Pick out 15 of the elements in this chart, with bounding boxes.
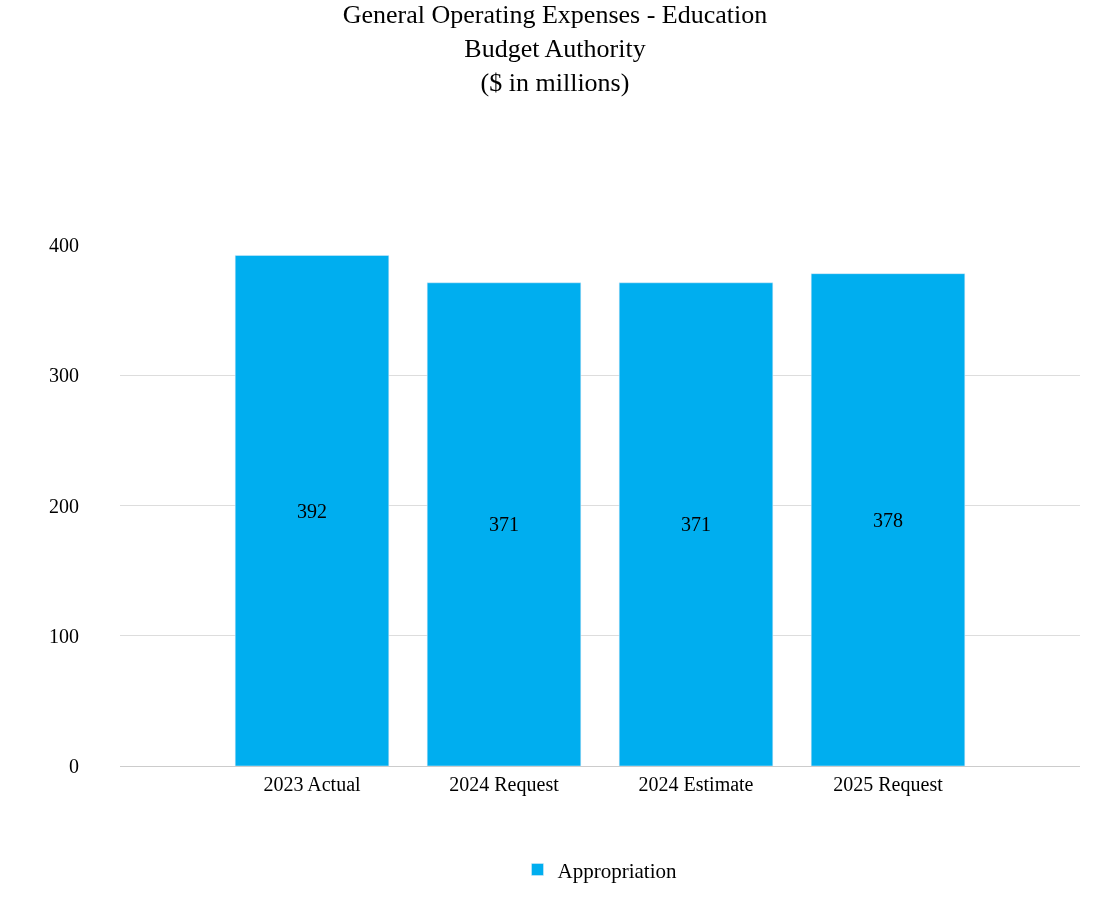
data-label: 371 [489, 513, 519, 536]
x-tick-label: 2025 Request [833, 773, 944, 796]
x-tick-label: 2024 Estimate [638, 773, 754, 795]
y-tick-label: 400 [49, 234, 79, 256]
chart-title: General Operating Expenses - Education Budget Authority ($ in millions) [342, 0, 768, 97]
x-tick-label: 2024 Request [449, 773, 560, 796]
legend-label: Appropriation [557, 858, 677, 883]
y-tick-label: 300 [49, 364, 79, 387]
y-tick-label: 100 [49, 624, 79, 647]
y-tick-label: 0 [69, 755, 79, 777]
x-tick-label: 2023 Actual [263, 773, 362, 795]
data-label: 392 [297, 499, 327, 522]
data-label: 378 [873, 508, 903, 531]
data-label: 371 [681, 513, 711, 536]
y-tick-label: 200 [49, 494, 79, 517]
